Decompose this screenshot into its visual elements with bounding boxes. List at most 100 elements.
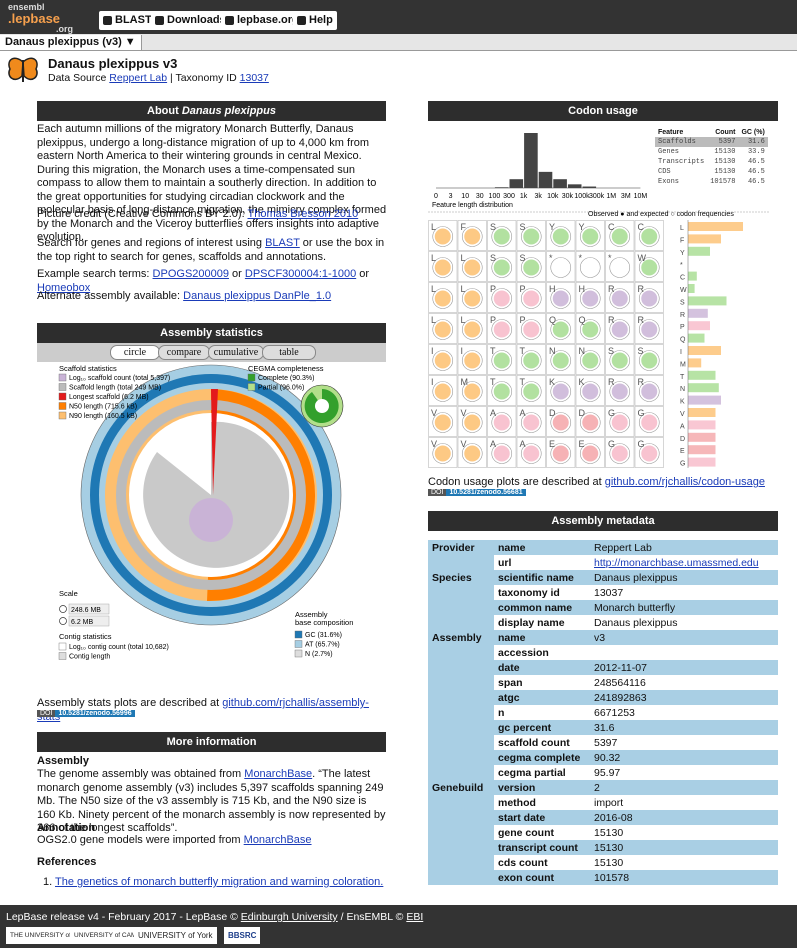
doi-label: DOI	[428, 489, 447, 496]
feature-row[interactable]: Exons 101578 46.5	[655, 177, 768, 187]
link[interactable]: Homeobox	[37, 281, 91, 294]
codon-letter: R	[608, 377, 615, 387]
link[interactable]: BLAST	[265, 237, 300, 249]
codon-observed	[523, 414, 540, 431]
codon-observed	[523, 259, 540, 276]
codon-letter: S	[520, 222, 526, 232]
codon-cell	[457, 220, 487, 251]
link[interactable]: Reppert Lab	[109, 72, 168, 84]
histogram-tick-label: 30	[476, 193, 484, 200]
value-cell: 15130	[594, 826, 624, 839]
feature-row[interactable]: Scaffolds 5397 31.6	[655, 137, 768, 147]
codon-observed	[523, 383, 540, 400]
codon-expected	[520, 381, 542, 402]
codon-letter: *	[579, 253, 583, 263]
link[interactable]: http://monarchbase.umassmed.edu	[594, 556, 759, 569]
doi-badge[interactable]: DOI 10.5281/zenodo.56996	[37, 709, 135, 719]
link[interactable]: github.com/rjchallis/codon-usage	[604, 476, 765, 488]
codon-observed	[582, 321, 599, 338]
amino-acid-label: A	[680, 423, 685, 430]
feature-row[interactable]: CDS 15130 46.5	[655, 167, 768, 177]
codon-letter: Y	[549, 222, 555, 232]
codon-letter: *	[608, 253, 612, 263]
histogram-tick-label: 10M	[634, 193, 648, 200]
feature-row[interactable]: Transcripts 15130 46.5	[655, 157, 768, 167]
metadata-row: display name Danaus plexippus	[428, 615, 778, 630]
key-cell: url	[498, 556, 512, 569]
codon-letter: P	[490, 284, 496, 294]
logo-text: .lepbase	[8, 11, 61, 26]
codon-observed	[641, 352, 658, 369]
codon-expected	[520, 443, 542, 464]
amino-acid-bar	[688, 296, 727, 306]
key-cell: cegma complete	[494, 750, 590, 765]
nav-button[interactable]: Downloads	[151, 11, 230, 30]
codon-observed	[523, 290, 540, 307]
value-cell: 2016-08	[590, 810, 778, 825]
nav-button[interactable]: Help	[293, 11, 337, 30]
codon-cell	[605, 375, 635, 406]
section-cell	[428, 825, 494, 840]
codon-observed	[641, 383, 658, 400]
cell: 31.6	[747, 138, 765, 146]
plot-tab[interactable]: circle	[110, 345, 160, 360]
codon-letter: S	[490, 222, 496, 232]
metadata-row: start date 2016-08	[428, 810, 778, 825]
histogram-caption: Feature length distribution	[432, 202, 513, 209]
link[interactable]: MonarchBase	[244, 768, 313, 780]
doi-value: 10.5281/zenodo.56996	[55, 710, 135, 717]
legend-text: Contig length	[69, 654, 110, 661]
metadata-row: gc percent 31.6	[428, 720, 778, 735]
metadata-row: exon count 101578	[428, 870, 778, 885]
codon-observed	[641, 259, 658, 276]
plot-tab[interactable]: compare	[158, 345, 210, 360]
codon-expected	[432, 288, 454, 309]
plot-tab[interactable]: table	[262, 345, 316, 360]
link[interactable]: Danaus plexippus DanPle_1.0	[183, 290, 332, 302]
codon-expected	[461, 412, 483, 433]
codon-expected	[579, 257, 601, 278]
reference-link[interactable]: The genetics of monarch butterfly migrat…	[55, 876, 384, 888]
codon-expected	[491, 443, 513, 464]
histogram-tick-label: 300k	[589, 193, 605, 200]
key-cell: span	[498, 676, 523, 689]
text: OGS2.0 gene models were imported from	[37, 834, 244, 846]
codon-expected	[638, 226, 660, 247]
link[interactable]: MonarchBase	[243, 834, 312, 846]
codon-observed	[552, 321, 569, 338]
cell: 15130	[714, 148, 736, 156]
plot-tab[interactable]: cumulative	[208, 345, 264, 360]
histogram-tick-label: 100	[489, 193, 501, 200]
amino-acid-bar	[688, 445, 716, 455]
codon-credit: Codon usage plots are described at githu…	[428, 476, 778, 490]
value-cell: 241892863	[590, 690, 778, 705]
codon-letter: A	[520, 439, 526, 449]
partner-logo[interactable]: UNIVERSITY of York	[134, 927, 217, 944]
codon-letter: I	[461, 346, 464, 356]
codon-expected	[579, 226, 601, 247]
codon-letter: Q	[549, 315, 556, 325]
nav-button[interactable]: lepbase.org	[221, 11, 303, 30]
species-tab[interactable]: Danaus plexippus (v3) ▼	[0, 35, 142, 50]
link[interactable]: EBI	[406, 911, 424, 923]
link[interactable]: Thomas Bresson 2010	[247, 208, 359, 220]
value-cell: v3	[590, 630, 778, 645]
codon-expected	[432, 412, 454, 433]
link[interactable]: DPOGS200009	[152, 268, 229, 280]
codon-observed	[493, 290, 510, 307]
nav-button[interactable]: BLAST	[99, 11, 156, 30]
legend-swatch	[294, 630, 303, 639]
feature-table: Feature Count GC (%) Scaffolds 5397 31.6 Genes…	[655, 128, 768, 187]
section-cell	[428, 735, 494, 750]
codon-letter: H	[579, 284, 586, 294]
link[interactable]: DPSCF300004:1-1000	[244, 268, 357, 280]
link[interactable]: 13037	[239, 72, 269, 84]
doi-badge[interactable]: DOI 10.5281/zenodo.56681	[428, 488, 526, 498]
partner-logo[interactable]: BBSRC	[224, 927, 261, 944]
amino-acid-bar	[688, 222, 743, 231]
codon-expected	[461, 381, 483, 402]
feature-row[interactable]: Genes 15130 33.9	[655, 147, 768, 157]
scale-icon	[59, 605, 67, 613]
link[interactable]: Edinburgh University	[240, 911, 338, 923]
logo[interactable]: ensembl .lepbase .org	[8, 3, 73, 34]
